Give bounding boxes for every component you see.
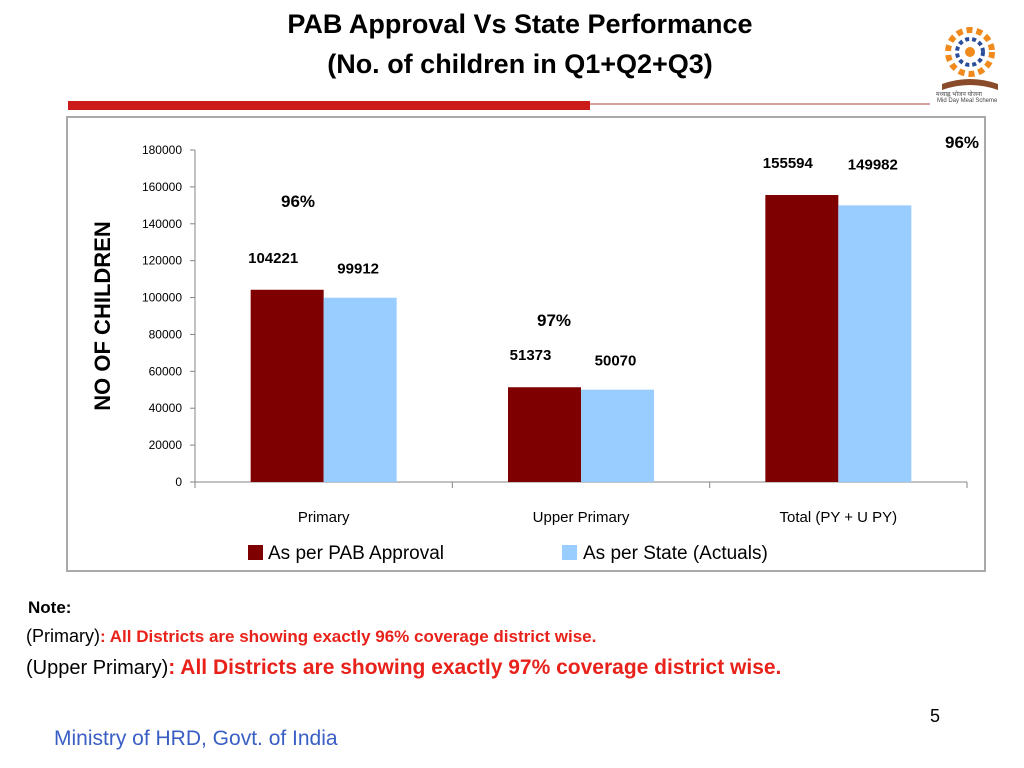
data-label: 149982	[848, 156, 898, 173]
logo-caption-english: Mid Day Meal Scheme	[937, 98, 998, 104]
title-line-1: PAB Approval Vs State Performance	[287, 9, 753, 39]
legend-label-pab: As per PAB Approval	[268, 543, 444, 564]
note-upper-primary-prefix: (Upper Primary)	[26, 657, 169, 679]
y-axis-title: NO OF CHILDREN	[90, 221, 115, 410]
data-label: 104221	[248, 250, 298, 267]
y-tick-label: 120000	[142, 254, 182, 268]
percent-label-total: 96%	[945, 133, 979, 152]
y-tick-label: 180000	[142, 143, 182, 157]
data-label: 51373	[510, 347, 552, 364]
data-label: 155594	[763, 155, 814, 172]
title-line-2: (No. of children in Q1+Q2+Q3)	[327, 49, 713, 79]
bar-pab	[250, 289, 324, 482]
bar-state	[323, 297, 397, 482]
percent-label-primary: 96%	[281, 192, 315, 211]
x-tick-label: Upper Primary	[533, 509, 630, 526]
bar-pab	[508, 387, 581, 482]
note-upper-primary-colon: :	[168, 656, 176, 679]
note-upper-primary-text: All Districts are showing exactly 97% co…	[175, 656, 782, 679]
note-upper-primary: (Upper Primary): All Districts are showi…	[26, 656, 781, 680]
note-primary-prefix: (Primary)	[26, 626, 100, 646]
title-thin-rule	[590, 103, 930, 105]
page-number: 5	[930, 706, 941, 726]
note-primary-colon: :	[100, 627, 106, 646]
mid-day-meal-logo	[942, 27, 998, 90]
note-primary: (Primary): All Districts are showing exa…	[26, 626, 596, 647]
book-icon	[942, 79, 998, 90]
y-tick-label: 40000	[149, 401, 183, 415]
logo-ring	[945, 27, 995, 77]
slide-title: PAB Approval Vs State Performance (No. o…	[150, 4, 890, 84]
bar-state	[581, 389, 654, 482]
y-tick-label: 60000	[149, 364, 183, 378]
y-tick-label: 0	[175, 475, 182, 489]
note-primary-text: All Districts are showing exactly 96% co…	[105, 627, 597, 646]
legend-swatch-pab	[248, 545, 263, 560]
title-red-rule	[68, 101, 590, 110]
footer-ministry: Ministry of HRD, Govt. of India	[54, 727, 338, 750]
data-label: 50070	[595, 353, 637, 370]
y-tick-label: 140000	[142, 217, 182, 231]
y-tick-label: 160000	[142, 180, 182, 194]
bar-state	[838, 205, 912, 483]
logo-caption-hindi: मध्याह्न भोजन योजना	[936, 92, 982, 98]
bar-pab	[765, 195, 839, 483]
y-tick-label: 20000	[149, 438, 183, 452]
note-title: Note:	[28, 598, 72, 617]
y-tick-label: 80000	[149, 327, 183, 341]
data-label: 99912	[337, 261, 379, 278]
x-tick-label: Primary	[298, 509, 350, 526]
bar-chart: 0 20000 40000 60000 80000 100000 120000 140000 1…	[90, 133, 979, 564]
x-tick-label: Total (PY + U PY)	[779, 509, 897, 526]
chart-frame	[66, 116, 986, 572]
percent-label-upper-primary: 97%	[537, 311, 571, 330]
legend-swatch-state	[562, 545, 577, 560]
legend-label-state: As per State (Actuals)	[583, 543, 768, 564]
y-tick-label: 100000	[142, 291, 182, 305]
